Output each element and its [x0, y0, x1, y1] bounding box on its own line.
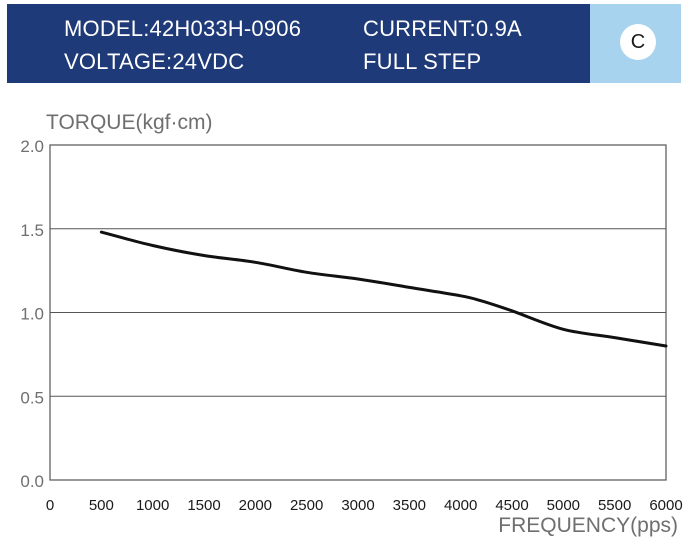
x-tick-label: 4500	[495, 497, 528, 514]
variant-badge: C	[620, 24, 656, 60]
y-tick-label: 2.0	[20, 137, 44, 156]
x-tick-label: 3000	[341, 497, 374, 514]
badge-panel: C	[590, 4, 681, 83]
torque-curve	[99, 230, 668, 348]
y-tick-labels: 0.0 0.5 1.0 1.5 2.0	[20, 137, 44, 491]
x-tick-label: 2500	[290, 497, 323, 514]
spec-banner: MODEL:42H033H-0906 CURRENT:0.9A VOLTAGE:…	[7, 4, 681, 83]
y-tick-label: 1.5	[20, 221, 44, 240]
voltage-label: VOLTAGE:24VDC	[64, 49, 245, 74]
step-mode-label: FULL STEP	[363, 49, 482, 74]
x-tick-label: 1500	[187, 497, 220, 514]
x-tick-labels: 0 500 1000 1500 2000 2500 3000 3500 4000 4500 5000…	[46, 497, 683, 514]
plot-frame	[49, 144, 667, 481]
x-tick-label: 2000	[239, 497, 272, 514]
x-tick-label: 500	[89, 497, 114, 514]
x-axis-label: FREQUENCY(pps)	[498, 514, 678, 537]
x-tick-label: 0	[46, 497, 54, 514]
current-label: CURRENT:0.9A	[363, 16, 522, 41]
model-label: MODEL:42H033H-0906	[64, 16, 302, 41]
x-tick-label: 5000	[547, 497, 580, 514]
x-tick-label: 4000	[444, 497, 477, 514]
x-tick-label: 1000	[136, 497, 169, 514]
grid-lines	[50, 228, 666, 397]
y-tick-label: 0.0	[20, 472, 44, 491]
y-axis-label: TORQUE(kgf·cm)	[46, 111, 212, 134]
x-tick-label: 3500	[393, 497, 426, 514]
y-tick-label: 1.0	[20, 305, 44, 324]
y-tick-label: 0.5	[20, 388, 44, 407]
x-tick-label: 5500	[598, 497, 631, 514]
x-tick-label: 6000	[649, 497, 682, 514]
